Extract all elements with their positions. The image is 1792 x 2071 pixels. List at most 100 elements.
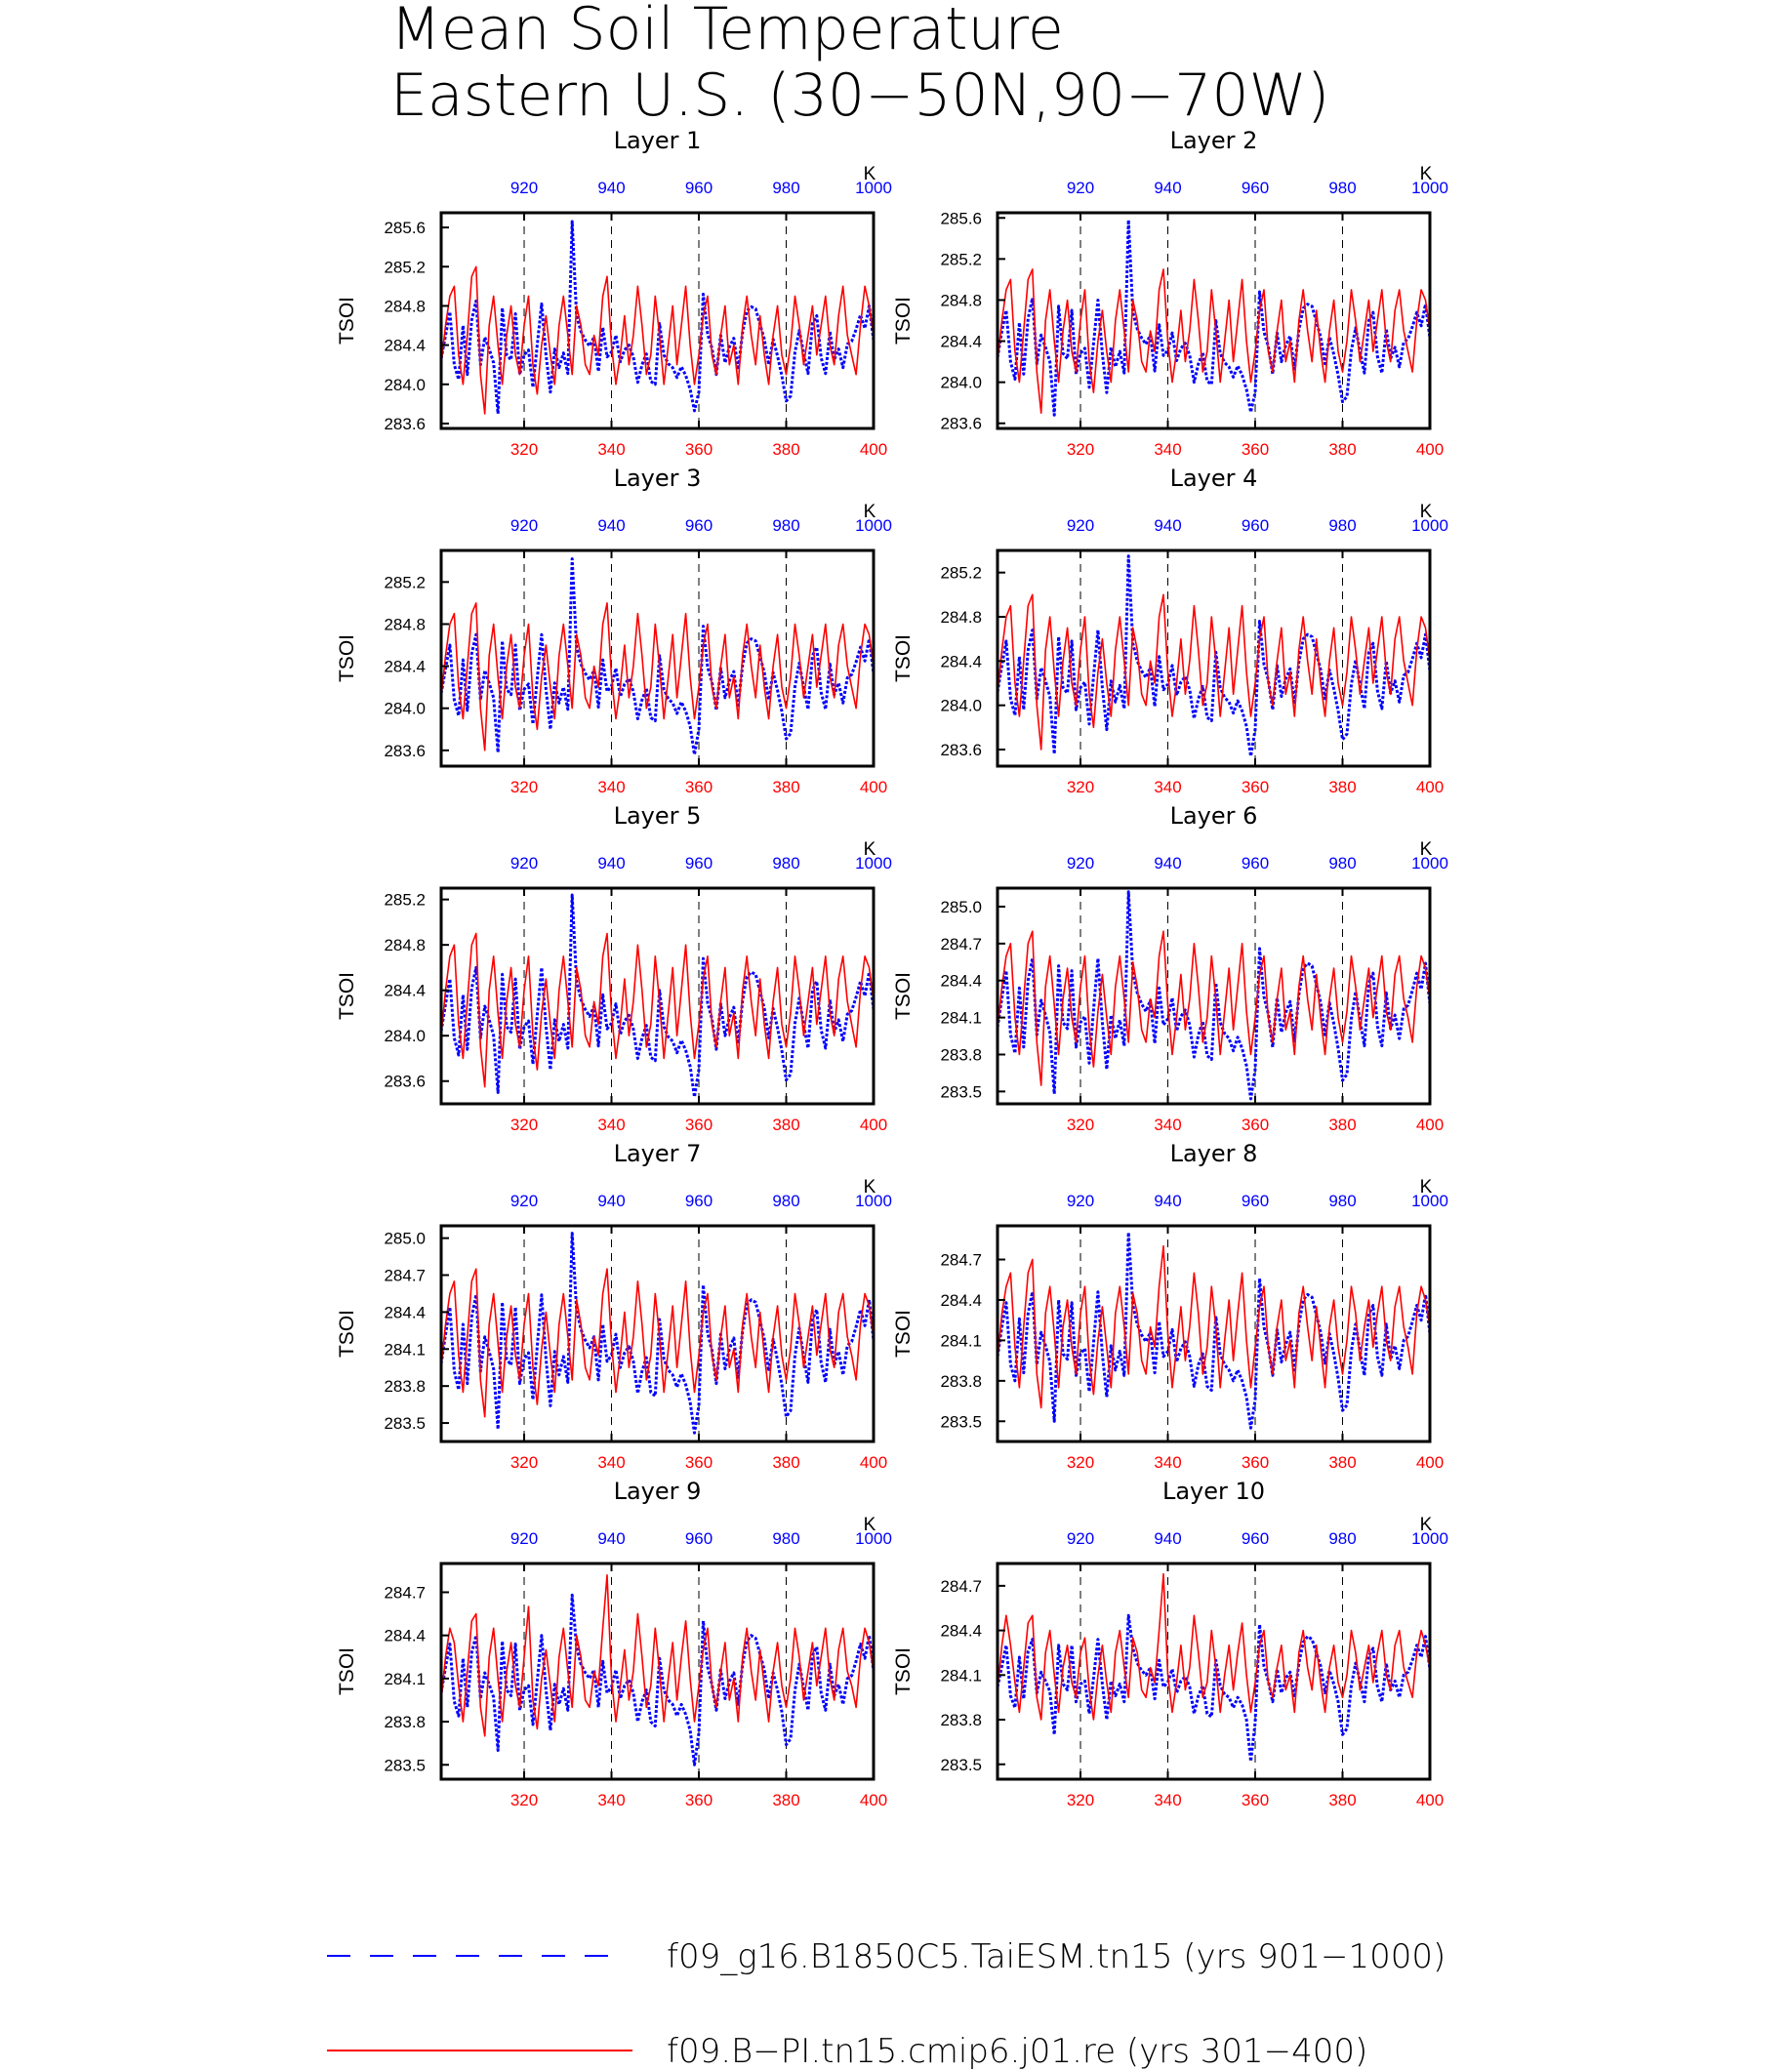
x-tick-label-top: 1000 xyxy=(855,854,892,873)
x-tick-label-top: 920 xyxy=(510,1529,538,1548)
y-tick-label: 284.0 xyxy=(384,700,426,718)
x-tick-label-top: 980 xyxy=(1328,1192,1356,1210)
x-tick-label-top: 920 xyxy=(510,854,538,873)
panel-title: Layer 4 xyxy=(1170,465,1258,492)
x-tick-label-bottom: 380 xyxy=(772,440,799,459)
x-tick-label-top: 980 xyxy=(1328,1529,1356,1548)
x-tick-label-top: 960 xyxy=(685,854,713,873)
y-tick-label: 283.8 xyxy=(940,1372,982,1391)
x-tick-label-bottom: 320 xyxy=(1067,1453,1094,1472)
y-tick-label: 285.2 xyxy=(384,258,426,276)
x-tick-label-bottom: 320 xyxy=(510,778,538,796)
y-tick-label: 284.1 xyxy=(384,1340,426,1359)
x-tick-label-bottom: 380 xyxy=(1328,778,1356,796)
plot-frame xyxy=(439,1562,876,1781)
y-tick-label: 283.6 xyxy=(384,415,426,433)
series-line-red xyxy=(440,1574,875,1737)
panel-layer-1: Layer 1 K 320 340 360 380 400 920 940 960 980 1000 2… xyxy=(336,127,892,459)
y-tick-label: 285.2 xyxy=(384,891,426,910)
x-tick-label-bottom: 400 xyxy=(1416,440,1444,459)
x-tick-label-bottom: 360 xyxy=(1242,1116,1269,1134)
y-axis-label: TSOI xyxy=(336,1647,358,1695)
y-axis-label: TSOI xyxy=(892,1310,915,1358)
y-tick-label: 284.4 xyxy=(384,982,426,1000)
series-line-red xyxy=(440,1268,875,1418)
x-tick-label-top: 940 xyxy=(597,854,625,873)
x-tick-label-top: 940 xyxy=(597,1192,625,1210)
y-tick-label: 284.7 xyxy=(940,1577,982,1596)
y-tick-label: 285.0 xyxy=(940,898,982,916)
unit-label: K xyxy=(864,839,876,860)
x-tick-label-top: 920 xyxy=(1067,854,1094,873)
y-tick-label: 284.1 xyxy=(940,1666,982,1685)
x-tick-label-top: 1000 xyxy=(1411,854,1448,873)
x-tick-label-top: 940 xyxy=(1154,1529,1181,1548)
x-tick-label-top: 940 xyxy=(1154,1192,1181,1210)
plot-frame xyxy=(996,1562,1432,1781)
y-tick-label: 284.0 xyxy=(384,1027,426,1045)
plot-frame xyxy=(996,886,1432,1106)
plot-frame xyxy=(439,211,876,430)
y-tick-label: 285.6 xyxy=(940,209,982,227)
x-tick-label-bottom: 360 xyxy=(1242,1791,1269,1809)
x-tick-label-bottom: 360 xyxy=(1242,778,1269,796)
plot-frame xyxy=(439,548,876,768)
x-tick-label-top: 1000 xyxy=(1411,179,1448,197)
x-tick-label-top: 940 xyxy=(597,179,625,197)
plot-frame xyxy=(439,886,876,1106)
x-tick-label-bottom: 340 xyxy=(597,1453,625,1472)
x-tick-label-bottom: 340 xyxy=(1154,440,1181,459)
legend: f09_g16.B1850C5.TaiESM.tn15 (yrs 901−100… xyxy=(327,1937,1446,2071)
panel-title: Layer 8 xyxy=(1170,1140,1258,1167)
x-tick-label-top: 980 xyxy=(1328,854,1356,873)
y-axis-label: TSOI xyxy=(336,972,358,1020)
x-tick-label-top: 1000 xyxy=(1411,1529,1448,1548)
x-tick-label-top: 940 xyxy=(597,516,625,535)
x-tick-label-top: 920 xyxy=(1067,179,1094,197)
x-tick-label-bottom: 320 xyxy=(1067,778,1094,796)
panel-layer-4: Layer 4 K 320 340 360 380 400 920 940 960 980 1000 2… xyxy=(892,465,1448,796)
panel-layer-3: Layer 3 K 320 340 360 380 400 920 940 960 980 1000 2… xyxy=(336,465,892,796)
y-axis-label: TSOI xyxy=(892,297,915,345)
x-tick-label-top: 960 xyxy=(685,516,713,535)
x-tick-label-bottom: 320 xyxy=(1067,1791,1094,1809)
y-axis-label: TSOI xyxy=(892,972,915,1020)
y-tick-label: 283.5 xyxy=(384,1756,426,1774)
x-tick-label-top: 920 xyxy=(1067,516,1094,535)
y-tick-label: 283.5 xyxy=(940,1756,982,1774)
series-line-red xyxy=(440,602,875,751)
y-tick-label: 284.1 xyxy=(940,1331,982,1350)
x-tick-label-bottom: 400 xyxy=(860,1116,887,1134)
panel-title: Layer 5 xyxy=(614,802,702,830)
unit-label: K xyxy=(1420,1177,1433,1198)
x-tick-label-top: 940 xyxy=(1154,179,1181,197)
panel-layer-10: Layer 10 K 320 340 360 380 400 920 940 960 980 1000… xyxy=(892,1478,1448,1809)
y-axis-label: TSOI xyxy=(892,634,915,682)
x-tick-label-top: 960 xyxy=(685,179,713,197)
x-tick-label-bottom: 340 xyxy=(1154,778,1181,796)
series-line-red xyxy=(997,268,1431,415)
figure-title-line-1: Mean Soil Temperature xyxy=(390,0,1064,63)
y-tick-label: 283.8 xyxy=(384,1377,426,1396)
x-tick-label-bottom: 380 xyxy=(772,1116,799,1134)
x-tick-label-top: 980 xyxy=(772,179,799,197)
x-tick-label-top: 940 xyxy=(597,1529,625,1548)
y-axis-label: TSOI xyxy=(336,1310,358,1358)
y-tick-label: 284.7 xyxy=(940,935,982,954)
unit-label: K xyxy=(864,1515,876,1535)
y-axis-label: TSOI xyxy=(892,1647,915,1695)
y-tick-label: 284.7 xyxy=(384,1267,426,1285)
y-tick-label: 284.8 xyxy=(940,608,982,627)
x-tick-label-bottom: 340 xyxy=(597,778,625,796)
y-tick-label: 283.6 xyxy=(940,741,982,759)
x-tick-label-bottom: 320 xyxy=(1067,1116,1094,1134)
x-tick-label-top: 920 xyxy=(510,1192,538,1210)
x-tick-label-top: 960 xyxy=(1242,179,1269,197)
y-tick-label: 283.6 xyxy=(384,1073,426,1091)
x-tick-label-bottom: 400 xyxy=(860,1791,887,1809)
x-tick-label-bottom: 340 xyxy=(1154,1453,1181,1472)
y-tick-label: 283.6 xyxy=(940,415,982,433)
x-tick-label-bottom: 320 xyxy=(1067,440,1094,459)
series-line-red xyxy=(997,930,1431,1086)
